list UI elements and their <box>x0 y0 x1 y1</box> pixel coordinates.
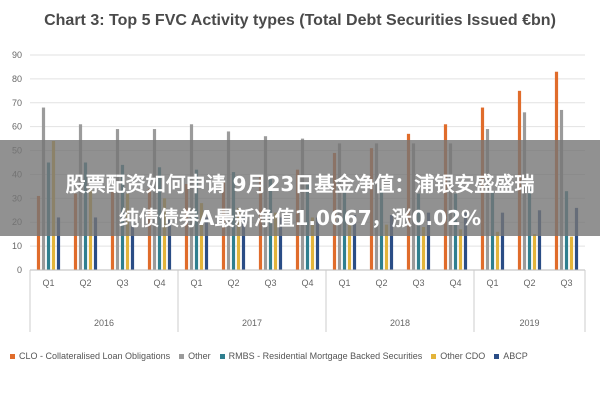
bar <box>93 217 98 270</box>
bar <box>273 212 278 270</box>
bar <box>347 222 352 270</box>
legend-label: Other <box>188 351 211 361</box>
bar <box>130 219 135 270</box>
legend-item: ABCP <box>494 351 528 361</box>
overlay-headline-line2: 纯债债券A最新净值1.0667，涨0.02% <box>118 206 482 230</box>
y-tick-label: 90 <box>12 50 22 60</box>
x-tick-label: Q1 <box>486 278 498 288</box>
x-tick-label: Q3 <box>412 278 424 288</box>
bar <box>495 231 500 270</box>
bar <box>278 217 283 270</box>
x-tick-label: Q4 <box>449 278 461 288</box>
legend-label: ABCP <box>503 351 528 361</box>
bar <box>500 212 505 270</box>
bar <box>199 203 204 270</box>
legend-swatch <box>431 353 437 359</box>
bar <box>241 217 246 270</box>
bar <box>56 217 61 270</box>
legend-label: Other CDO <box>440 351 486 361</box>
x-tick-label: Q3 <box>264 278 276 288</box>
y-tick-label: 0 <box>17 265 22 275</box>
chart-legend: CLO - Collateralised Loan Obligations Oth… <box>10 351 595 361</box>
y-tick-label: 80 <box>12 74 22 84</box>
bar <box>384 224 389 270</box>
y-tick-label: 70 <box>12 98 22 108</box>
bar <box>352 215 357 270</box>
bar <box>421 227 426 270</box>
x-tick-label: Q3 <box>560 278 572 288</box>
year-label: 2017 <box>242 318 262 328</box>
legend-swatch <box>219 353 225 359</box>
legend-label: CLO - Collateralised Loan Obligations <box>19 351 171 361</box>
x-tick-label: Q1 <box>338 278 350 288</box>
x-tick-label: Q2 <box>523 278 535 288</box>
bar <box>167 219 172 270</box>
bar <box>458 229 463 270</box>
bar <box>532 234 537 270</box>
bar <box>463 212 468 270</box>
legend-item: RMBS - Residential Mortgage Backed Secur… <box>219 351 423 361</box>
chart-title: Chart 3: Top 5 FVC Activity types (Total… <box>44 12 556 29</box>
bar <box>537 210 542 270</box>
year-label: 2019 <box>519 318 539 328</box>
bar <box>315 217 320 270</box>
y-tick-label: 10 <box>12 241 22 251</box>
x-tick-label: Q2 <box>375 278 387 288</box>
x-tick-label: Q1 <box>42 278 54 288</box>
x-tick-label: Q2 <box>79 278 91 288</box>
legend-label: RMBS - Residential Mortgage Backed Secur… <box>228 351 423 361</box>
x-tick-label: Q1 <box>190 278 202 288</box>
bar <box>426 212 431 270</box>
overlay-headline-line1: 股票配资如何申请 9月23日基金净值：浦银安盛盛瑞 <box>65 172 535 196</box>
bar <box>569 236 574 270</box>
bar <box>574 207 579 270</box>
bar <box>389 215 394 270</box>
legend-item: Other <box>179 351 211 361</box>
legend-item: Other CDO <box>431 351 485 361</box>
x-tick-label: Q2 <box>227 278 239 288</box>
overlay-banner <box>0 140 600 236</box>
legend-swatch <box>179 353 185 359</box>
legend-swatch <box>10 353 15 359</box>
x-tick-label: Q3 <box>116 278 128 288</box>
bar <box>236 207 241 270</box>
bar <box>204 217 209 270</box>
year-label: 2016 <box>94 318 114 328</box>
x-tick-label: Q4 <box>153 278 165 288</box>
y-tick-label: 60 <box>12 122 22 132</box>
legend-item: CLO - Collateralised Loan Obligations <box>10 351 170 361</box>
year-label: 2018 <box>390 318 410 328</box>
x-tick-label: Q4 <box>301 278 313 288</box>
legend-swatch <box>494 353 500 359</box>
bar <box>310 217 315 270</box>
